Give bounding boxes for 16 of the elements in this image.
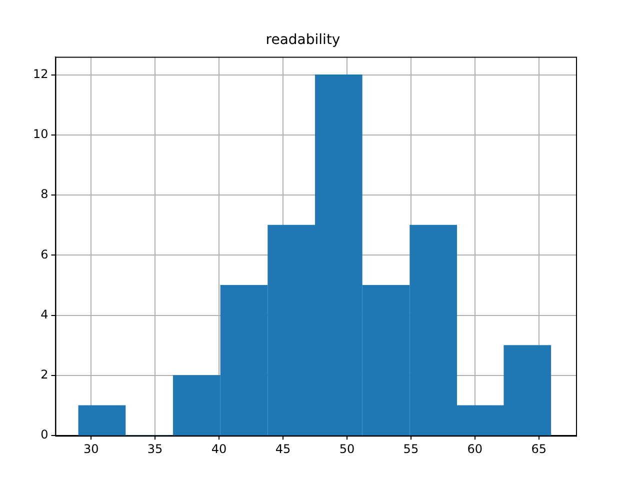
chart-title: readability [266,32,340,48]
y-tick-label: 6 [40,247,48,262]
y-tick-label: 12 [32,66,48,81]
x-tick-label: 55 [403,442,419,456]
y-tick-label: 10 [32,127,48,142]
y-tick-label: 0 [40,428,48,442]
y-tick-label: 2 [40,368,48,382]
x-tick-label: 60 [467,442,483,456]
x-tick-label: 65 [531,442,547,456]
x-tick-label: 45 [275,442,291,456]
x-tick-label: 40 [211,442,227,456]
y-tick-label: 8 [40,187,48,202]
x-tick-label: 50 [339,442,355,456]
x-tick-label: 35 [147,442,163,456]
x-tick-label: 30 [83,442,99,456]
y-tick-label: 4 [40,307,48,322]
